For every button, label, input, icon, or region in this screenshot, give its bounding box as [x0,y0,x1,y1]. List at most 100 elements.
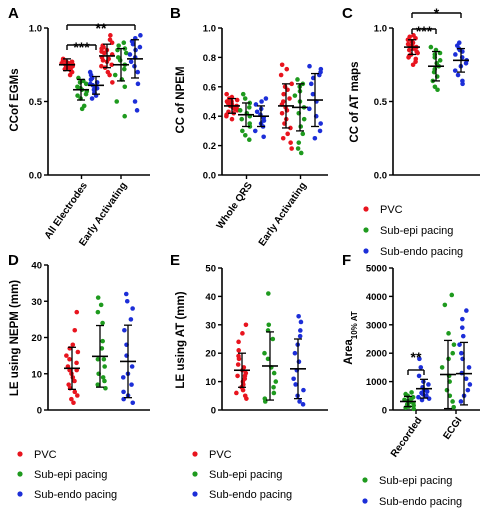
data-point [138,33,143,38]
data-point [122,113,127,119]
data-point [266,291,271,296]
data-point [271,390,277,396]
data-point [450,399,455,404]
data-point [460,333,466,339]
data-point [261,118,267,123]
data-point [101,44,106,50]
data-point [240,331,245,336]
group-green [73,75,90,112]
data-point [439,365,445,370]
legend-label: Sub-epi pacing [209,469,282,481]
data-point [134,108,140,113]
data-point [236,348,242,353]
data-point [459,325,465,330]
data-point [67,72,73,78]
data-point [127,52,133,57]
legend-label: Sub-epi pacing [34,469,107,481]
data-point [259,99,264,104]
panel-letter: A [8,5,19,22]
group-blue [452,40,469,87]
y-tick-label: 40 [205,292,216,303]
data-point [72,389,78,395]
data-point [72,327,78,333]
group-red [64,309,81,406]
data-point [467,382,473,387]
panel-b: B 0.0 0.2 0.4 0.6 0.8 1.0 CC of NPEM Whole QRS Ea… [170,5,328,248]
data-point [243,322,249,328]
group-green [428,44,444,93]
panel-letter: B [170,5,181,22]
data-point [280,135,286,141]
legend-marker [192,491,198,497]
data-point [246,105,252,110]
data-point [98,302,104,308]
group-green [439,292,457,410]
data-point [296,140,302,145]
data-point [451,342,457,347]
data-point [265,356,271,362]
data-point [234,390,239,396]
data-point [298,328,303,333]
y-tick-label: 50 [205,264,216,275]
data-point [288,125,293,131]
data-point [409,390,414,395]
data-point [271,384,276,390]
data-point [266,322,272,328]
data-point [83,91,89,97]
legend-label: Sub-endo pacing [379,496,462,508]
data-point [285,131,290,137]
data-point [237,108,243,113]
y-tick-label: 0.8 [203,53,216,64]
data-point [310,91,316,97]
legend-label: PVC [209,449,232,461]
group-blue [290,313,306,407]
data-point [68,65,74,70]
y-tick-label: 0.5 [29,97,43,108]
significance-label: *** [73,39,90,55]
data-point [278,72,284,78]
data-point [451,404,457,410]
group-green [292,77,308,156]
data-point [130,400,136,406]
data-point [424,393,429,399]
data-point [224,113,229,119]
data-point [95,295,101,300]
data-point [460,316,465,322]
data-point [137,44,143,50]
panel-e: E 0 10 20 30 40 50 LE using AT (mm) PVC Sub-epi p… [170,252,328,501]
data-point [261,134,266,140]
data-point [130,41,136,47]
group-red [404,33,420,68]
group-blue [252,96,269,140]
data-point [236,356,242,362]
data-point [244,396,249,401]
data-point [281,91,286,97]
data-point [110,80,115,85]
legend-label: Sub-endo pacing [34,489,117,501]
significance-label: ** [96,20,107,36]
data-point [280,99,286,104]
data-point [466,365,472,370]
y-tick-label: 20 [31,333,42,344]
legend-label: Sub-epi pacing [379,475,452,487]
legend-label: PVC [34,449,57,461]
data-point [116,43,121,48]
data-point [122,327,127,333]
data-point [242,133,248,138]
data-point [99,49,104,54]
data-point [114,99,120,104]
data-point [431,69,437,75]
data-point [124,298,130,304]
data-point [121,389,126,395]
data-point [246,137,252,143]
data-point [128,59,134,65]
data-point [242,96,248,101]
significance-label: * [434,5,440,21]
y-tick-label: 20 [205,349,216,360]
panel-letter: C [342,5,353,22]
data-point [301,116,307,122]
data-point [291,376,296,382]
data-point [415,50,420,56]
data-point [464,308,469,313]
